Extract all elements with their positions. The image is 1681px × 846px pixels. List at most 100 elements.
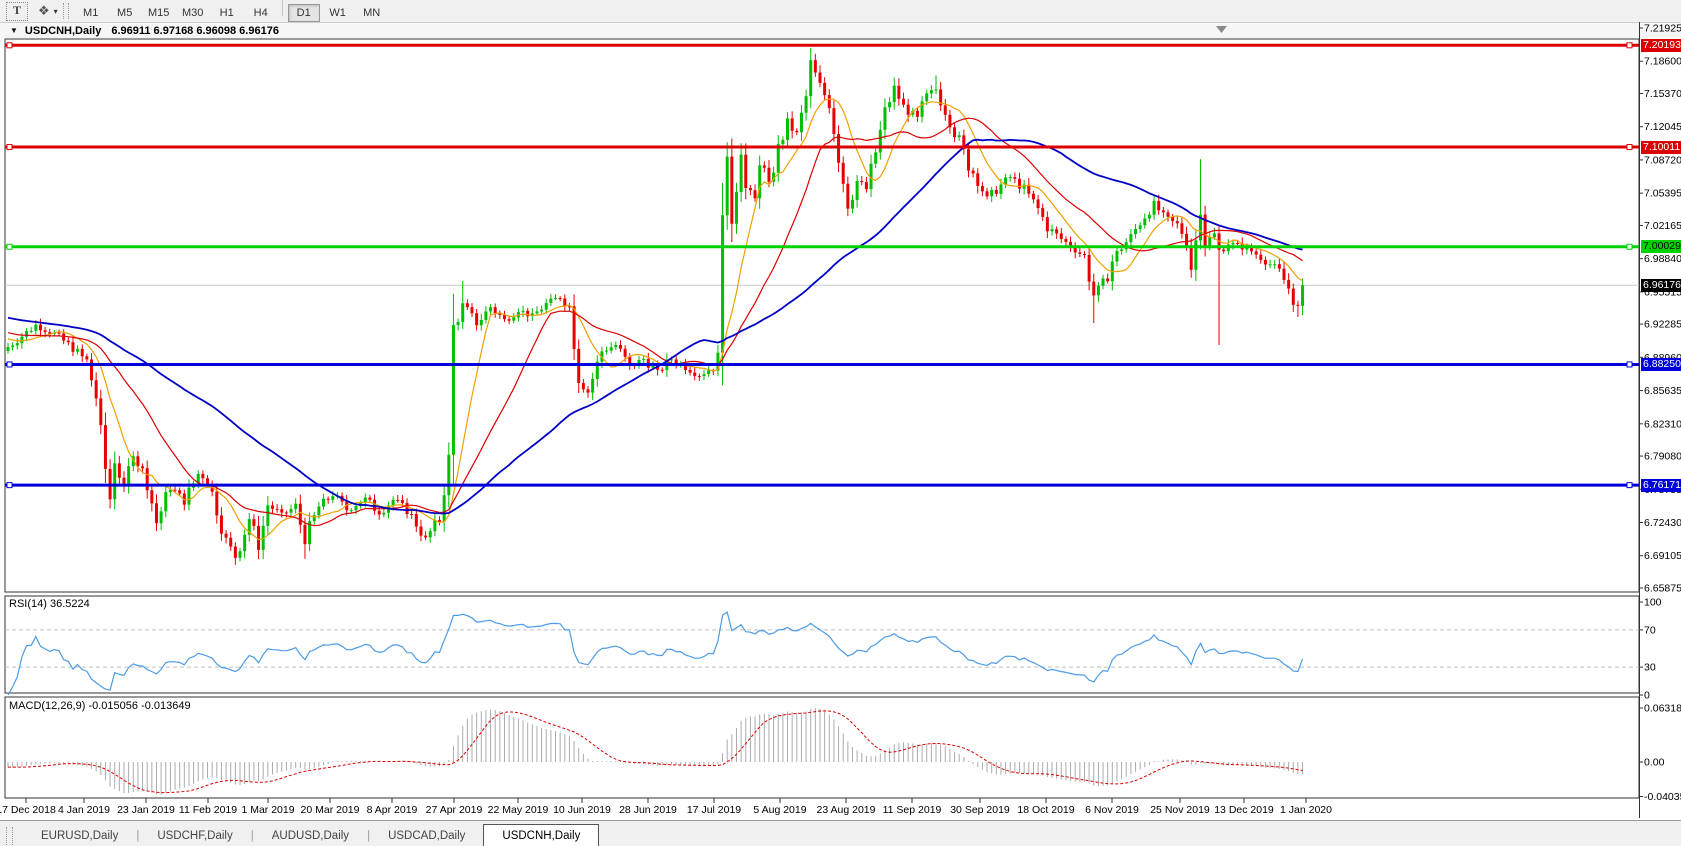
rsi-pane xyxy=(4,595,1640,694)
price-badge-6.76171: 6.76171 xyxy=(1641,478,1681,492)
hline-handle[interactable] xyxy=(6,361,13,368)
svg-text:5 Aug 2019: 5 Aug 2019 xyxy=(753,804,806,816)
svg-text:6.65875: 6.65875 xyxy=(1644,583,1681,595)
price-badge-7.10011: 7.10011 xyxy=(1641,140,1681,154)
svg-text:13 Dec 2019: 13 Dec 2019 xyxy=(1214,804,1274,816)
svg-text:30: 30 xyxy=(1644,662,1656,674)
tab-usdcnh[interactable]: USDCNH,Daily xyxy=(483,824,600,846)
collapse-arrow-icon[interactable]: ▼ xyxy=(10,26,18,35)
hline-handle[interactable] xyxy=(6,42,13,49)
svg-text:18 Oct 2019: 18 Oct 2019 xyxy=(1017,804,1074,816)
svg-text:17 Dec 2018: 17 Dec 2018 xyxy=(0,804,56,816)
svg-text:11 Feb 2019: 11 Feb 2019 xyxy=(179,804,237,816)
svg-text:-0.04035: -0.04035 xyxy=(1644,791,1681,803)
timeframe-m30-button[interactable]: M30 xyxy=(181,7,204,19)
objects-tool-icon[interactable]: ❖ xyxy=(38,3,50,18)
svg-text:6.92285: 6.92285 xyxy=(1644,319,1681,331)
svg-text:8 Apr 2019: 8 Apr 2019 xyxy=(367,804,418,816)
svg-text:22 May 2019: 22 May 2019 xyxy=(488,804,549,816)
hline-handle[interactable] xyxy=(6,144,13,151)
text-tool-button[interactable]: T xyxy=(6,1,28,21)
macd-histogram xyxy=(7,708,1304,795)
svg-text:7.15370: 7.15370 xyxy=(1644,88,1681,100)
toolbar-grip[interactable] xyxy=(62,3,69,19)
svg-text:0.063184: 0.063184 xyxy=(1644,703,1681,715)
timeframe-h4-button[interactable]: H4 xyxy=(253,7,268,19)
svg-text:100: 100 xyxy=(1644,597,1662,609)
tab-usdcad[interactable]: USDCAD,Daily xyxy=(388,830,466,842)
tab-separator: | xyxy=(367,830,371,842)
hline-handle[interactable] xyxy=(6,243,13,250)
macd-signal-line xyxy=(8,710,1303,794)
macd-pane xyxy=(4,696,1640,799)
svg-text:0: 0 xyxy=(1644,690,1650,702)
svg-text:17 Jul 2019: 17 Jul 2019 xyxy=(687,804,741,816)
timeframe-w1-button[interactable]: W1 xyxy=(329,7,346,19)
price-badge-7.00029: 7.00029 xyxy=(1641,240,1681,254)
svg-text:70: 70 xyxy=(1644,624,1656,636)
price-badge-7.20193: 7.20193 xyxy=(1641,38,1681,52)
svg-text:7.08720: 7.08720 xyxy=(1644,154,1681,166)
hline-handle[interactable] xyxy=(1626,482,1633,489)
svg-text:7.02165: 7.02165 xyxy=(1644,220,1681,232)
tab-audusd[interactable]: AUDUSD,Daily xyxy=(271,830,350,842)
tab-eurusd[interactable]: EURUSD,Daily xyxy=(41,830,119,842)
hline-handle[interactable] xyxy=(1626,243,1633,250)
svg-text:25 Nov 2019: 25 Nov 2019 xyxy=(1150,804,1210,816)
hline-handle[interactable] xyxy=(6,482,13,489)
svg-text:23 Aug 2019: 23 Aug 2019 xyxy=(817,804,876,816)
chart-header-bar: ▼ USDCNH,Daily 6.96911 6.97168 6.96098 6… xyxy=(0,23,1681,38)
date-axis: 17 Dec 2018 4 Jan 2019 23 Jan 2019 11 Feb 2… xyxy=(0,798,1332,816)
svg-text:6.69105: 6.69105 xyxy=(1644,550,1681,562)
svg-text:6 Nov 2019: 6 Nov 2019 xyxy=(1085,804,1139,816)
svg-text:6.72430: 6.72430 xyxy=(1644,517,1681,529)
svg-text:1 Mar 2019: 1 Mar 2019 xyxy=(241,804,294,816)
price-axis: 7.21925 7.18600 7.15370 7.12045 7.08720 7.053… xyxy=(1639,23,1681,803)
rsi-line xyxy=(7,611,1304,696)
objects-dropdown-caret-icon[interactable]: ▾ xyxy=(53,6,58,16)
timeframe-h1-button[interactable]: H1 xyxy=(219,7,234,19)
svg-text:7.12045: 7.12045 xyxy=(1644,121,1681,133)
hline-handle[interactable] xyxy=(1626,144,1633,151)
svg-text:1 Jan 2020: 1 Jan 2020 xyxy=(1280,804,1332,816)
toolbar: T ❖ ▾ M1 M5 M15 M30 H1 H4 D1 W1 MN xyxy=(0,0,1681,23)
timeframe-d1-button[interactable]: D1 xyxy=(287,4,320,22)
svg-text:10 Jun 2019: 10 Jun 2019 xyxy=(553,804,611,816)
svg-text:4 Jan 2019: 4 Jan 2019 xyxy=(58,804,110,816)
toolbar-separator xyxy=(281,0,283,16)
main-chart-pane xyxy=(4,38,1640,593)
svg-text:11 Sep 2019: 11 Sep 2019 xyxy=(883,804,942,816)
chart-title: USDCNH,Daily xyxy=(24,24,102,37)
svg-text:27 Apr 2019: 27 Apr 2019 xyxy=(426,804,483,816)
svg-text:30 Sep 2019: 30 Sep 2019 xyxy=(950,804,1010,816)
price-badge-6.96176: 6.96176 xyxy=(1641,278,1681,292)
svg-text:0.00: 0.00 xyxy=(1644,757,1665,769)
moving-average-22 xyxy=(7,117,1303,527)
chart-tab-bar: EURUSD,Daily | USDCHF,Daily | AUDUSD,Daily | U… xyxy=(0,820,1681,846)
svg-text:6.85635: 6.85635 xyxy=(1644,385,1681,397)
svg-text:6.98840: 6.98840 xyxy=(1644,253,1681,265)
timeframe-mn-button[interactable]: MN xyxy=(363,7,381,19)
price-badge-6.88250: 6.88250 xyxy=(1641,357,1681,371)
tab-bar-grip[interactable] xyxy=(6,827,13,845)
timeframe-m1-button[interactable]: M1 xyxy=(83,7,99,19)
svg-text:6.79080: 6.79080 xyxy=(1644,451,1681,463)
svg-text:28 Jun 2019: 28 Jun 2019 xyxy=(619,804,677,816)
shift-marker-icon[interactable] xyxy=(1216,26,1227,33)
svg-text:20 Mar 2019: 20 Mar 2019 xyxy=(301,804,360,816)
macd-indicator-label: MACD(12,26,9) -0.015056 -0.013649 xyxy=(9,700,191,712)
chart-ohlc-values: 6.96911 6.97168 6.96098 6.96176 xyxy=(111,24,279,37)
tab-separator: | xyxy=(136,830,140,842)
timeframe-m15-button[interactable]: M15 xyxy=(147,7,170,19)
svg-text:6.82310: 6.82310 xyxy=(1644,418,1681,430)
svg-text:7.18600: 7.18600 xyxy=(1644,56,1681,68)
svg-text:7.21925: 7.21925 xyxy=(1644,23,1681,35)
timeframe-m5-button[interactable]: M5 xyxy=(117,7,133,19)
hline-handle[interactable] xyxy=(1626,42,1633,49)
tab-usdchf[interactable]: USDCHF,Daily xyxy=(157,830,233,842)
svg-text:23 Jan 2019: 23 Jan 2019 xyxy=(117,804,175,816)
svg-text:7.05395: 7.05395 xyxy=(1644,188,1681,200)
hline-handle[interactable] xyxy=(1626,361,1633,368)
